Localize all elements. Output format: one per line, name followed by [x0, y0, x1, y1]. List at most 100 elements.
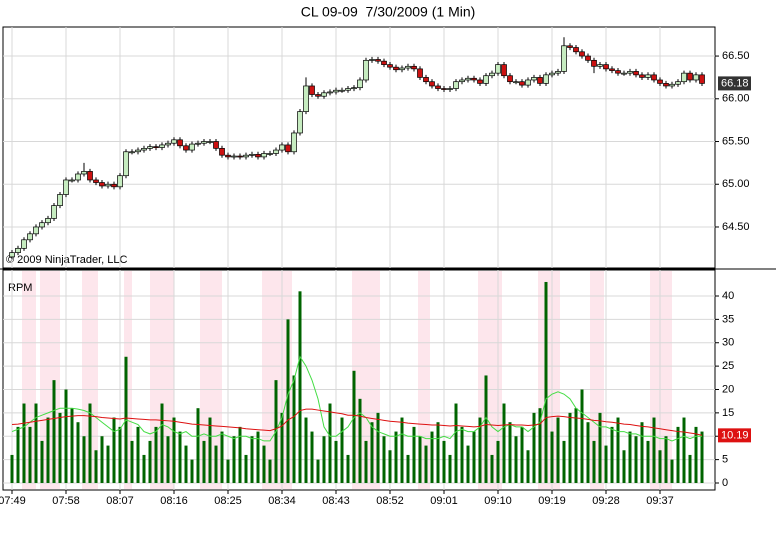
candle-body — [423, 77, 429, 83]
bar — [472, 431, 476, 483]
candle-body — [345, 88, 351, 91]
candle-body — [489, 72, 495, 77]
candle-body — [177, 139, 183, 147]
last-price-label: 66.18 — [721, 77, 749, 89]
bar — [250, 436, 254, 483]
candle-body — [543, 74, 549, 84]
bar — [580, 389, 584, 483]
bar — [262, 445, 266, 483]
candle-body — [183, 145, 189, 151]
candle-body — [129, 151, 135, 154]
candle-body — [75, 173, 81, 181]
candle-body — [321, 92, 327, 97]
candle-body — [141, 148, 147, 151]
bar — [622, 450, 626, 483]
candle-body — [333, 89, 339, 93]
x-tick-label: 09:01 — [430, 495, 458, 507]
x-tick-label: 09:19 — [538, 495, 566, 507]
candle-body — [231, 155, 237, 158]
bar — [52, 380, 56, 483]
candle-body — [327, 91, 333, 94]
candle-body — [309, 85, 315, 95]
candle-body — [369, 59, 375, 61]
candle-body — [633, 71, 639, 76]
candle-body — [567, 45, 573, 48]
x-tick-label: 09:28 — [592, 495, 620, 507]
bar — [568, 412, 572, 483]
chart-title: CL 09-09 7/30/2009 (1 Min) — [301, 4, 476, 20]
candle-body — [237, 155, 243, 158]
bar — [364, 440, 368, 483]
x-tick-label: 08:25 — [214, 495, 242, 507]
candle-body — [429, 81, 435, 87]
bar — [574, 408, 578, 483]
candle-body — [447, 88, 453, 90]
bar — [16, 426, 20, 483]
x-tick-label: 08:07 — [106, 495, 134, 507]
bar — [184, 445, 188, 483]
candle-body — [243, 154, 249, 158]
candle-body — [531, 77, 537, 81]
candle-body — [525, 79, 531, 86]
candle-body — [15, 247, 21, 253]
bar — [244, 454, 248, 483]
bar — [166, 436, 170, 483]
candle-body — [207, 141, 213, 143]
bar — [178, 431, 182, 483]
bar — [676, 426, 680, 483]
y-tick-label: 40 — [722, 290, 734, 302]
candle-body — [255, 153, 261, 158]
bar — [268, 459, 272, 483]
candle-body — [375, 59, 381, 62]
bar — [604, 445, 608, 483]
candle-body — [393, 66, 399, 71]
bar — [358, 398, 362, 483]
bar — [388, 450, 392, 483]
candle-body — [201, 141, 207, 144]
candle-body — [405, 65, 411, 69]
candle-body — [339, 89, 345, 92]
bar — [532, 412, 536, 483]
candle-body — [453, 81, 459, 89]
candle-body — [165, 142, 171, 146]
candle-body — [387, 64, 393, 68]
y-tick-label: 15 — [722, 407, 734, 419]
x-tick-label: 09:37 — [646, 495, 674, 507]
candle-body — [687, 72, 693, 81]
bar — [106, 445, 110, 483]
candle-body — [357, 79, 363, 89]
x-tick-label: 08:16 — [160, 495, 188, 507]
candle-body — [45, 218, 51, 224]
bar — [394, 431, 398, 483]
bar — [382, 436, 386, 483]
bar — [658, 450, 662, 483]
candle-body — [513, 81, 519, 84]
bar — [610, 426, 614, 483]
bar — [526, 450, 530, 483]
candle-body — [663, 83, 669, 87]
bar — [466, 445, 470, 483]
bar — [256, 431, 260, 483]
y-tick-label: 0 — [722, 477, 728, 489]
candle-body — [225, 154, 231, 158]
bar — [670, 459, 674, 483]
candle-body — [39, 222, 45, 228]
candle-body — [549, 72, 555, 76]
bar — [238, 426, 242, 483]
candle-body — [501, 64, 507, 77]
bar — [340, 417, 344, 483]
bar — [502, 403, 506, 483]
bar — [70, 408, 74, 483]
candle-body — [219, 148, 225, 156]
bar — [208, 417, 212, 483]
candle-body — [591, 59, 597, 67]
candle-body — [135, 149, 141, 153]
indicator-label: RPM — [8, 282, 32, 294]
bar — [370, 422, 374, 483]
candle-body — [579, 51, 585, 57]
candle-body — [651, 74, 657, 81]
candle-body — [99, 182, 105, 187]
candle-body — [399, 67, 405, 71]
bar — [112, 417, 116, 483]
